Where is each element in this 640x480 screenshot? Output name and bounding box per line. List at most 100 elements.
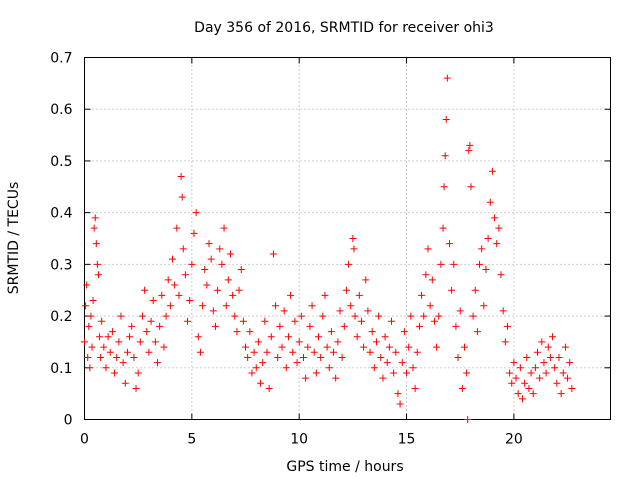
data-point xyxy=(357,317,365,325)
data-point xyxy=(145,348,153,356)
data-point xyxy=(278,343,286,351)
data-point xyxy=(403,369,411,377)
data-point xyxy=(325,364,333,372)
data-point xyxy=(194,333,202,341)
data-point xyxy=(164,276,172,284)
data-point xyxy=(199,302,207,310)
data-point xyxy=(149,297,157,305)
data-point xyxy=(497,271,505,279)
data-point xyxy=(297,312,305,320)
data-point xyxy=(97,353,105,361)
data-point xyxy=(440,183,448,191)
data-point xyxy=(319,312,327,320)
data-point xyxy=(555,353,563,361)
data-point xyxy=(289,348,297,356)
data-point xyxy=(471,286,479,294)
y-tick-label: 0.6 xyxy=(50,102,72,118)
data-point xyxy=(534,348,542,356)
data-point xyxy=(338,353,346,361)
data-point xyxy=(345,260,353,268)
data-point xyxy=(347,302,355,310)
data-point xyxy=(334,338,342,346)
data-point xyxy=(153,359,161,367)
data-point xyxy=(119,359,127,367)
data-point xyxy=(134,369,142,377)
x-tick-label: 15 xyxy=(398,432,416,448)
data-point xyxy=(175,291,183,299)
data-point xyxy=(501,338,509,346)
data-point xyxy=(282,364,290,372)
data-point xyxy=(398,359,406,367)
data-point xyxy=(211,322,219,330)
data-point xyxy=(269,250,277,258)
y-axis-title: SRMTID / TECUs xyxy=(6,182,22,295)
data-point xyxy=(370,364,378,372)
data-point xyxy=(188,260,196,268)
data-point xyxy=(132,384,140,392)
data-point xyxy=(561,343,569,351)
data-point xyxy=(261,317,269,325)
data-point xyxy=(304,343,312,351)
y-tick-label: 0 xyxy=(64,413,73,429)
data-point xyxy=(529,390,537,398)
data-point xyxy=(506,369,514,377)
data-point xyxy=(83,281,91,289)
data-point xyxy=(351,312,359,320)
data-point xyxy=(566,359,574,367)
data-point xyxy=(91,214,99,222)
data-point xyxy=(239,317,247,325)
data-point xyxy=(178,193,186,201)
x-tick-labels: 0 5 10 15 20 xyxy=(80,432,523,448)
x-tick-label: 20 xyxy=(505,432,523,448)
data-point xyxy=(456,307,464,315)
data-point xyxy=(102,364,110,372)
data-point xyxy=(184,317,192,325)
data-point xyxy=(544,343,552,351)
data-point xyxy=(220,224,228,232)
data-point xyxy=(160,343,168,351)
data-point xyxy=(353,333,361,341)
data-point xyxy=(476,260,484,268)
data-point xyxy=(274,353,282,361)
y-tick-labels: 0 0.1 0.2 0.3 0.4 0.5 0.6 0.7 xyxy=(50,51,72,429)
data-point xyxy=(491,214,499,222)
data-point xyxy=(218,260,226,268)
data-point xyxy=(98,317,106,325)
data-point xyxy=(173,224,181,232)
data-point xyxy=(542,369,550,377)
data-point xyxy=(377,353,385,361)
data-point xyxy=(366,348,374,356)
data-point xyxy=(138,312,146,320)
data-point xyxy=(559,369,567,377)
data-point xyxy=(521,379,529,387)
data-point xyxy=(461,343,469,351)
x-tick-label: 10 xyxy=(290,432,308,448)
data-point xyxy=(166,302,174,310)
data-point xyxy=(525,384,533,392)
data-point xyxy=(512,374,520,382)
data-point xyxy=(82,302,90,310)
data-point xyxy=(405,343,413,351)
data-point xyxy=(546,353,554,361)
data-point xyxy=(484,235,492,242)
data-point xyxy=(426,302,434,310)
data-point xyxy=(508,379,516,387)
data-point xyxy=(85,322,93,330)
data-point xyxy=(441,152,449,160)
data-point xyxy=(162,312,170,320)
data-point xyxy=(553,379,561,387)
data-point xyxy=(518,395,526,403)
data-point xyxy=(128,322,136,330)
data-point xyxy=(130,353,138,361)
data-point xyxy=(86,364,94,372)
data-point xyxy=(486,198,494,206)
data-point xyxy=(222,302,230,310)
x-axis-title: GPS time / hours xyxy=(286,459,403,475)
data-point xyxy=(177,172,185,180)
data-point xyxy=(233,328,241,336)
y-tick-label: 0.1 xyxy=(50,361,72,377)
data-point xyxy=(267,333,275,341)
data-point xyxy=(418,291,426,299)
data-point xyxy=(407,312,415,320)
data-point xyxy=(551,364,559,372)
